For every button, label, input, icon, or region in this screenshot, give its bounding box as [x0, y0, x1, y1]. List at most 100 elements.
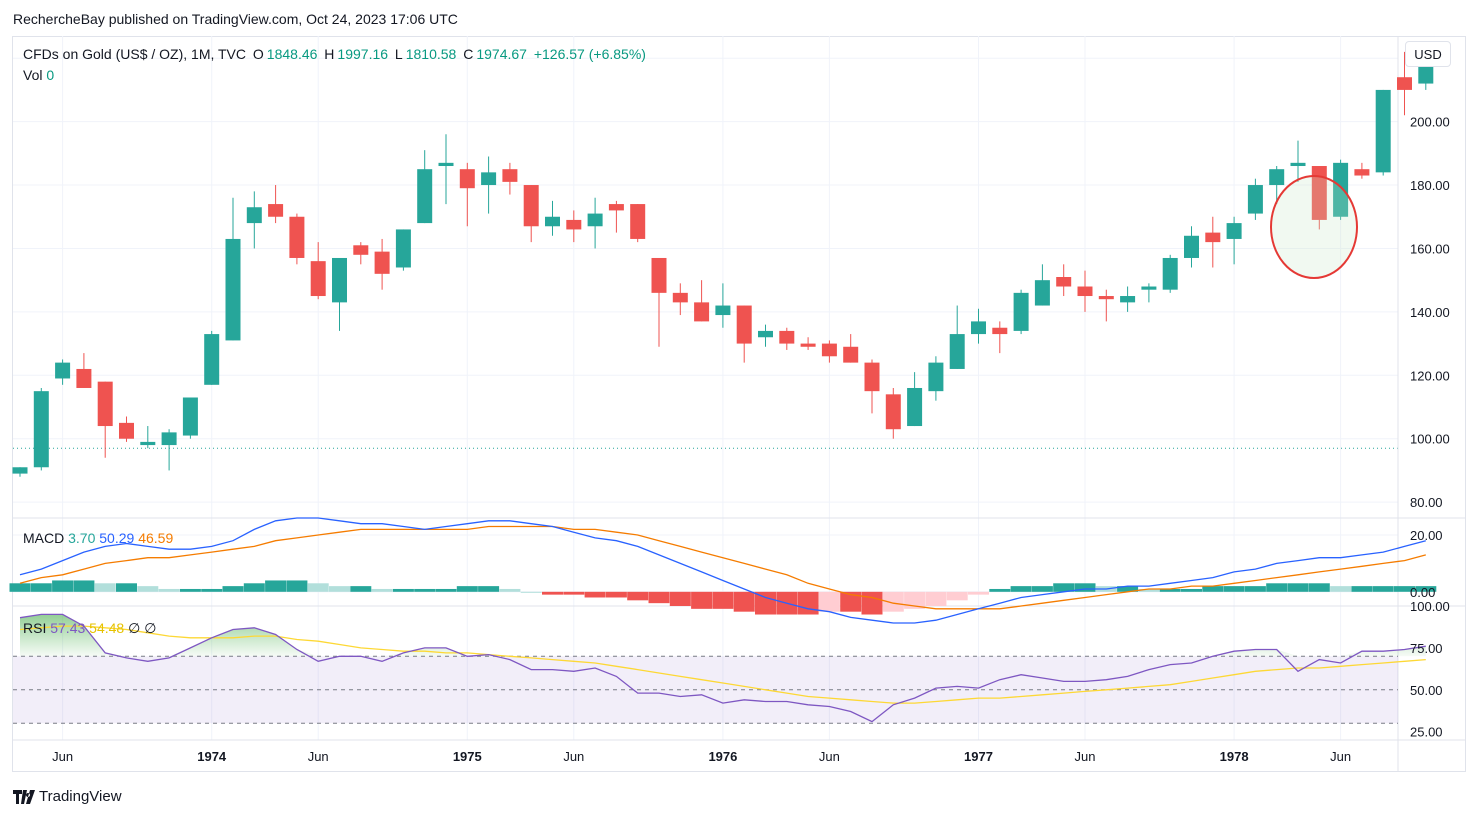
- macd-histogram-bar: [946, 591, 968, 601]
- candle-body: [1162, 257, 1178, 290]
- chart-frame[interactable]: [12, 36, 1466, 772]
- candle: [1205, 216, 1221, 268]
- candle: [587, 197, 603, 249]
- vol-label: Vol: [23, 67, 43, 83]
- macd-histogram-bar: [818, 591, 840, 612]
- low-value: 1810.58: [405, 46, 457, 62]
- candle: [1397, 51, 1412, 116]
- candle-body: [971, 321, 986, 335]
- rsi-tick-label: 100.00: [1410, 599, 1450, 614]
- candle: [438, 134, 454, 205]
- macd-histogram-bar: [1074, 583, 1096, 592]
- change-value: +126.57 (+6.85%): [533, 46, 646, 62]
- candle: [566, 210, 582, 243]
- macd-histogram-bar: [137, 586, 159, 592]
- candle-body: [1034, 280, 1050, 306]
- macd-histogram-bar: [1244, 586, 1266, 592]
- close-label: C: [463, 46, 474, 62]
- macd-histogram-bar: [435, 588, 457, 592]
- macd-histogram-bar: [52, 580, 74, 592]
- candle: [545, 200, 560, 236]
- candle-body: [907, 387, 923, 427]
- macd-histogram-bar: [1308, 583, 1330, 592]
- open-value: 1848.46: [266, 46, 318, 62]
- candle-body: [55, 362, 71, 379]
- candle: [1162, 254, 1178, 293]
- rsi-value: 57.43: [50, 620, 86, 636]
- candle-body: [864, 362, 880, 392]
- rsi-legend[interactable]: RSI 57.43 54.48 ∅ ∅: [23, 620, 156, 637]
- candle: [332, 257, 347, 331]
- time-tick-label: Jun: [819, 749, 840, 764]
- macd-histogram-bar: [179, 588, 201, 592]
- price-tick-label: 180.00: [1410, 178, 1450, 193]
- candle-body: [1120, 296, 1136, 303]
- candle: [864, 359, 880, 414]
- candle: [800, 337, 816, 350]
- candle: [1375, 89, 1391, 176]
- macd-histogram-bar: [712, 591, 734, 609]
- macd-histogram-bar: [329, 586, 350, 592]
- candle-body: [481, 172, 497, 186]
- macd-histogram-bar: [499, 588, 521, 592]
- macd-histogram-bar: [648, 591, 670, 604]
- tradingview-logo[interactable]: TradingView: [13, 788, 122, 805]
- candle-body: [12, 467, 28, 474]
- candle-body: [119, 422, 134, 439]
- candle: [268, 185, 284, 224]
- volume-legend[interactable]: Vol 0: [23, 67, 54, 83]
- currency-button[interactable]: USD: [1405, 41, 1451, 67]
- candle-body: [1333, 162, 1349, 217]
- macd-histogram-bar: [1372, 586, 1394, 592]
- macd-line: [19, 517, 1426, 624]
- candle-body: [225, 238, 241, 341]
- macd-histogram-bar: [1287, 583, 1309, 592]
- time-tick-label: 1976: [708, 749, 737, 764]
- publisher-line: RechercheBay published on TradingView.co…: [13, 11, 458, 27]
- rsi-line: [19, 613, 1426, 723]
- macd-histogram-bar: [30, 583, 52, 592]
- macd-histogram-bar: [755, 591, 776, 615]
- macd-histogram-bar: [1117, 586, 1139, 592]
- candle: [1333, 159, 1349, 220]
- candle: [821, 340, 837, 363]
- macd-histogram-bar: [1223, 586, 1245, 592]
- candle-body: [1184, 235, 1199, 258]
- macd-histogram-bar: [882, 591, 904, 612]
- candle-body: [1269, 169, 1285, 186]
- candle: [76, 353, 92, 388]
- candle: [715, 283, 731, 328]
- time-tick-label: 1974: [197, 749, 227, 764]
- macd-histogram-bar: [1138, 588, 1160, 592]
- candle-body: [332, 257, 347, 303]
- macd-histogram-bar: [989, 588, 1011, 592]
- rsi-tick-label: 50.00: [1410, 683, 1443, 698]
- symbol-legend[interactable]: CFDs on Gold (US$ / OZ), 1M, TVC O 1848.4…: [23, 46, 649, 62]
- open-label: O: [252, 46, 264, 62]
- candle-body: [566, 219, 582, 230]
- macd-histogram-bar: [73, 580, 95, 592]
- time-tick-label: Jun: [563, 749, 584, 764]
- macd-histogram-bar: [1394, 586, 1415, 592]
- macd-histogram-bar: [1181, 588, 1202, 592]
- vol-value: 0: [46, 67, 55, 83]
- candle: [949, 305, 965, 369]
- candle-body: [246, 207, 262, 224]
- candle: [119, 416, 134, 442]
- candle: [885, 387, 901, 439]
- candle-body: [545, 216, 560, 227]
- rsi-extra-2: ∅: [144, 620, 157, 636]
- candle-body: [1013, 292, 1029, 331]
- macd-histogram-bar: [265, 580, 287, 592]
- candle-body: [310, 261, 326, 297]
- macd-legend[interactable]: MACD 3.70 50.29 46.59: [23, 530, 173, 546]
- macd-histogram-bar: [733, 591, 755, 612]
- candle-body: [608, 204, 624, 211]
- rsi-extra-1: ∅: [128, 620, 141, 636]
- candle: [1269, 166, 1285, 205]
- close-value: 1974.67: [476, 46, 527, 62]
- macd-histogram-bar: [691, 591, 713, 609]
- candle: [459, 162, 475, 227]
- candle-body: [1077, 286, 1093, 297]
